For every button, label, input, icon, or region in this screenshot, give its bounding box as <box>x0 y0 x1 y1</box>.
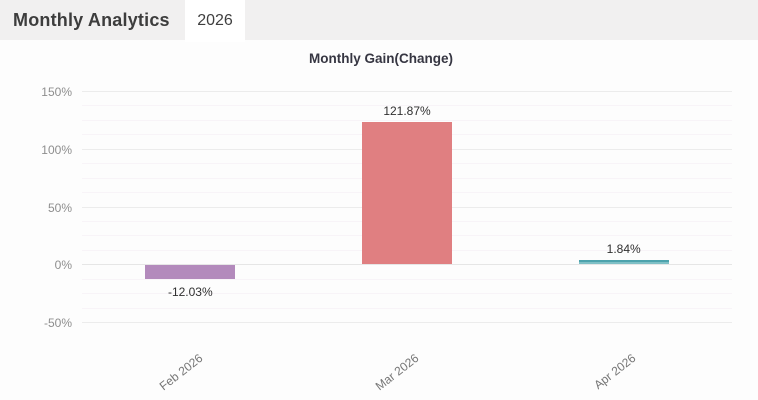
major-gridline <box>82 264 732 266</box>
bar-value-label: -12.03% <box>167 285 213 300</box>
minor-gridline <box>82 307 732 309</box>
minor-gridline <box>82 293 732 295</box>
y-tick-label: 50% <box>47 200 72 215</box>
y-tick-label: -50% <box>43 316 72 330</box>
minor-gridline <box>82 105 732 107</box>
major-gridline <box>82 91 732 92</box>
y-tick-label: 0% <box>54 258 72 273</box>
bar-value-label: 121.87% <box>383 103 431 118</box>
header-bar: Monthly Analytics 2026 <box>0 0 758 42</box>
x-tick-label: Mar 2026 <box>373 351 422 394</box>
x-tick-label: Apr 2026 <box>591 351 639 393</box>
y-tick-label: 100% <box>41 142 72 157</box>
chart-title: Monthly Gain(Change) <box>309 51 453 66</box>
minor-gridline <box>82 278 732 280</box>
bar-value-label: 1.84% <box>606 242 641 257</box>
bar-mar-2026[interactable] <box>362 121 452 265</box>
page-title: Monthly Analytics <box>13 10 170 30</box>
x-tick-label: Feb 2026 <box>156 351 205 394</box>
monthly-gain-chart: Monthly Gain(Change) 150% 100% 50% 0% -50% -… <box>0 40 758 400</box>
bar-apr-2026[interactable] <box>578 260 669 265</box>
major-gridline <box>82 322 732 323</box>
minor-gridline <box>82 119 732 121</box>
tab-2026-label: 2026 <box>197 12 233 29</box>
tab-2026[interactable]: 2026 <box>185 0 245 42</box>
y-tick-label: 150% <box>41 85 72 99</box>
bar-feb-2026[interactable] <box>145 265 236 280</box>
